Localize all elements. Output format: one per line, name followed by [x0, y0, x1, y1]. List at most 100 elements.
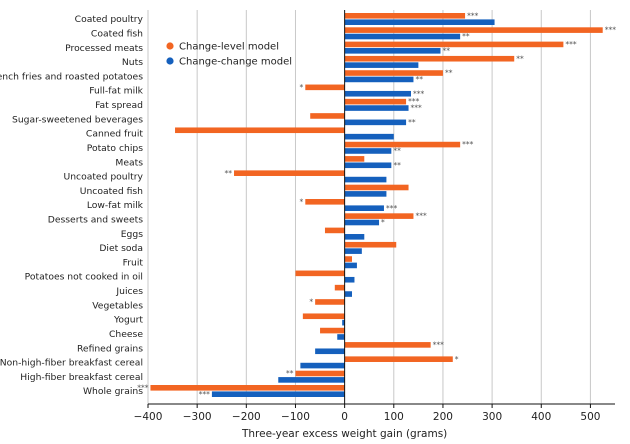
bar — [300, 362, 345, 369]
bar — [344, 48, 441, 54]
x-tick-label: −200 — [232, 411, 261, 423]
significance-label: ** — [415, 75, 423, 84]
significance-label: *** — [413, 89, 425, 98]
legend-entry: Change-level model — [179, 42, 279, 53]
significance-label: * — [455, 355, 459, 364]
x-tick-label: 200 — [433, 411, 453, 423]
legend-marker — [166, 42, 174, 50]
significance-label: *** — [433, 340, 445, 349]
significance-label: *** — [605, 26, 617, 35]
significance-label: *** — [199, 390, 211, 399]
category-label: Uncoated fish — [80, 186, 143, 197]
category-label: Fat spread — [95, 100, 143, 111]
bar — [344, 291, 353, 297]
bar — [305, 199, 345, 205]
significance-label: ** — [393, 161, 401, 170]
significance-label: ** — [408, 118, 416, 127]
significance-label: *** — [408, 97, 420, 106]
category-label: Non-high-fiber breakfast cereal — [0, 358, 143, 369]
bar — [334, 284, 345, 291]
category-label: Whole grains — [83, 386, 143, 397]
bar — [344, 162, 392, 169]
significance-label: *** — [565, 40, 577, 49]
bar — [344, 205, 384, 211]
bar — [344, 184, 409, 191]
bar — [295, 270, 345, 277]
category-label: Vegetables — [92, 300, 143, 311]
bar — [344, 262, 357, 269]
bar — [344, 342, 431, 348]
category-label: High-fiber breakfast cereal — [20, 372, 143, 383]
bar — [344, 256, 353, 262]
bar — [320, 327, 345, 334]
significance-label: ** — [286, 369, 294, 378]
bar — [344, 13, 466, 19]
category-label: Coated fish — [91, 29, 143, 40]
bar — [344, 27, 603, 33]
category-label: Full-fat milk — [89, 86, 143, 97]
bar — [295, 370, 345, 377]
category-label: Meats — [115, 157, 143, 168]
significance-label: *** — [386, 204, 398, 213]
bar — [344, 90, 411, 97]
bar — [211, 391, 345, 397]
bar — [234, 170, 345, 176]
bar — [344, 141, 461, 148]
bar — [344, 356, 453, 362]
bar — [344, 98, 407, 105]
x-tick-label: 500 — [580, 411, 600, 423]
bar — [344, 191, 387, 197]
legend-marker — [166, 57, 174, 65]
category-label: Potatoes not cooked in oil — [25, 272, 143, 283]
significance-label: ** — [393, 147, 401, 156]
significance-label: *** — [467, 11, 479, 20]
x-tick-label: 400 — [531, 411, 551, 423]
significance-label: ** — [516, 54, 524, 63]
category-label: Eggs — [121, 229, 143, 240]
category-label: Coated poultry — [75, 14, 144, 25]
bar — [310, 113, 345, 119]
legend-entry: Change-change model — [179, 57, 292, 68]
bar — [344, 248, 362, 254]
bar — [344, 119, 407, 126]
bar — [315, 299, 345, 305]
category-label: Diet soda — [99, 243, 143, 254]
category-label: Low-fat milk — [87, 200, 144, 211]
bar — [344, 148, 392, 154]
bar — [344, 62, 419, 68]
significance-label: *** — [411, 104, 423, 113]
x-tick-label: 0 — [341, 411, 348, 423]
category-label: Nuts — [122, 57, 143, 68]
significance-label: *** — [462, 140, 474, 149]
bar — [337, 334, 345, 340]
bar — [324, 227, 345, 234]
significance-label: ** — [462, 32, 470, 41]
significance-label: ** — [445, 69, 453, 78]
bar — [344, 33, 461, 40]
category-label: Yogurt — [113, 315, 143, 326]
category-label: Processed meats — [65, 43, 143, 54]
significance-label: ** — [225, 169, 233, 178]
bar — [302, 313, 345, 320]
bar — [344, 276, 355, 283]
bar — [344, 213, 414, 219]
significance-label: * — [309, 298, 313, 307]
x-axis-title: Three-year excess weight gain (grams) — [241, 428, 447, 440]
category-label: Canned fruit — [86, 129, 143, 140]
significance-label: * — [300, 197, 304, 206]
x-tick-label: −400 — [134, 411, 163, 423]
bar — [344, 156, 365, 162]
bar — [344, 41, 564, 48]
x-tick-label: −300 — [183, 411, 212, 423]
bar — [344, 176, 387, 183]
bar — [344, 76, 414, 83]
bar — [175, 127, 345, 134]
bar — [344, 234, 365, 240]
significance-label: ** — [442, 46, 450, 55]
bar — [278, 377, 345, 383]
bar — [344, 19, 495, 25]
significance-label: *** — [415, 212, 427, 221]
x-tick-label: 100 — [384, 411, 404, 423]
significance-label: *** — [137, 383, 149, 392]
